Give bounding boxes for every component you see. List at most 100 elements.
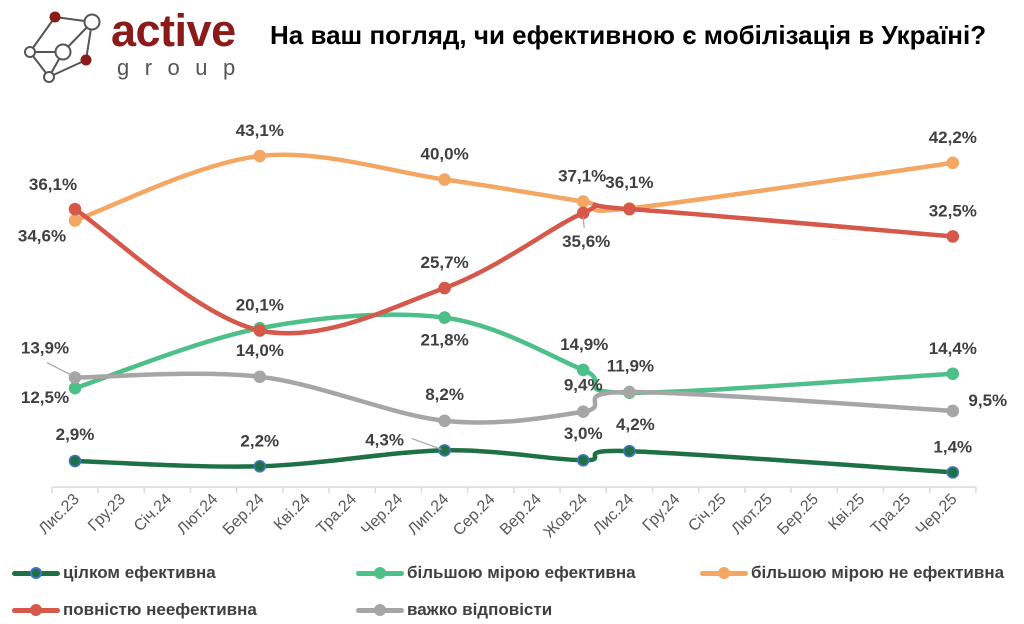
data-label: 13,9% [21,339,69,358]
series-mostly-effective [68,311,960,400]
data-label: 2,9% [56,425,95,444]
data-point-marker [68,381,82,395]
legend-item-hard-to-answer: важко відповісти [356,600,552,620]
data-point-marker [946,404,960,418]
x-tick-label: Бер.24 [220,491,268,539]
series-line [72,448,956,475]
data-point-marker [946,367,960,381]
data-point-marker [576,206,590,220]
legend-marker-icon [12,567,60,579]
legend-item-fully-effective: цілком ефективна [12,563,216,583]
x-tick-label: Лип.24 [405,491,453,539]
legend-item-mostly-not-effective: більшою мірою не ефективна [700,563,1004,583]
label-leader-line [46,362,73,377]
data-label: 11,9% [607,357,654,376]
data-point-marker [576,363,590,377]
data-label: 36,1% [29,175,77,194]
series-line [72,152,956,223]
data-label: 25,7% [420,253,468,272]
series-completely-ineffective [68,202,960,337]
data-point-marker [623,202,636,216]
logo-wordmark-active: active [111,5,236,56]
series-line [72,371,956,425]
data-label: 40,0% [420,145,468,164]
legend-marker-icon [356,604,404,616]
data-label: 21,8% [420,331,468,350]
data-point-marker [438,311,451,324]
data-label: 2,2% [240,431,279,450]
data-label: 14,4% [929,339,977,358]
x-tick-label: Кві.25 [825,491,868,534]
legend-item-completely-ineffective: повністю неефективна [12,600,257,620]
data-label: 12,5% [21,388,69,407]
x-tick-label: Лис.23 [36,491,83,538]
legend-marker-icon [700,567,748,579]
legend-marker-icon [12,604,60,616]
data-point-marker [253,324,267,337]
x-tick-label: Тра.25 [868,491,915,538]
network-logo-icon [24,11,101,83]
legend-item-mostly-effective: більшою мірою ефективна [356,563,636,583]
x-tick-label: Гру.24 [639,491,683,535]
legend-label: цілком ефективна [63,563,216,582]
active-group-logo: active group [0,0,260,90]
data-point-marker [946,230,960,243]
data-point-marker [68,202,82,216]
x-tick-label: Сер.24 [450,491,499,540]
data-label: 43,1% [236,121,284,140]
series-hard-to-answer [68,370,960,428]
data-point-marker [576,195,590,208]
data-label: 3,0% [564,424,603,443]
chart-title: На ваш погляд, чи ефективною є мобілізац… [270,20,987,50]
data-label: 42,2% [929,128,977,147]
data-point-marker [438,414,451,428]
data-point-marker [438,173,451,186]
legend-label: більшою мірою не ефективна [751,563,1005,582]
x-tick-label: Жов.24 [541,491,591,541]
label-leader-line [411,437,442,450]
legend-label: важко відповісти [407,600,553,619]
data-label: 14,0% [236,341,284,360]
data-label: 4,3% [365,430,404,449]
series-line [72,312,956,395]
data-label: 8,2% [425,385,464,404]
legend-label: повністю неефективна [63,600,257,619]
series-fully-effective [68,444,960,479]
data-label: 14,9% [560,335,608,354]
x-tick-label: Лис.24 [590,491,637,538]
legend-marker-icon [356,567,404,579]
logo-wordmark-group: group [117,55,251,80]
data-label: 1,4% [933,437,972,456]
x-tick-label: Тра.24 [313,491,360,538]
data-label: 37,1% [558,167,606,186]
x-tick-label: Кві.24 [271,491,314,534]
data-point-marker [253,149,267,163]
x-tick-label: Чер.25 [913,491,961,539]
data-point-marker [623,385,636,399]
data-point-marker [946,466,960,479]
x-tick-label: Чер.24 [358,491,406,539]
data-point-marker [623,444,636,458]
data-point-marker [253,370,267,384]
data-point-marker [253,460,267,473]
data-point-marker [438,281,451,295]
data-label: 4,2% [616,415,655,434]
data-point-marker [576,405,590,418]
data-label: 32,5% [929,201,977,220]
data-labels: 2,9% 2,2% 4,3% 3,0% 4,2% 1,4% 12,5% 21,8% 14,9% 1… [18,121,1007,456]
data-label: 9,5% [968,391,1007,410]
data-label: 9,4% [564,376,603,395]
data-point-marker [68,454,82,468]
data-point-marker [946,156,960,170]
data-label: 36,1% [605,173,653,192]
data-label: 20,1% [236,296,284,315]
x-tick-label: Лют.24 [174,491,221,538]
x-tick-label: Бер.25 [774,491,822,539]
label-leader-line [582,216,585,228]
legend-label: більшою мірою ефективна [407,563,636,582]
x-tick-label: Січ.25 [685,491,729,535]
series-lines [68,149,960,479]
data-point-marker [576,453,590,467]
